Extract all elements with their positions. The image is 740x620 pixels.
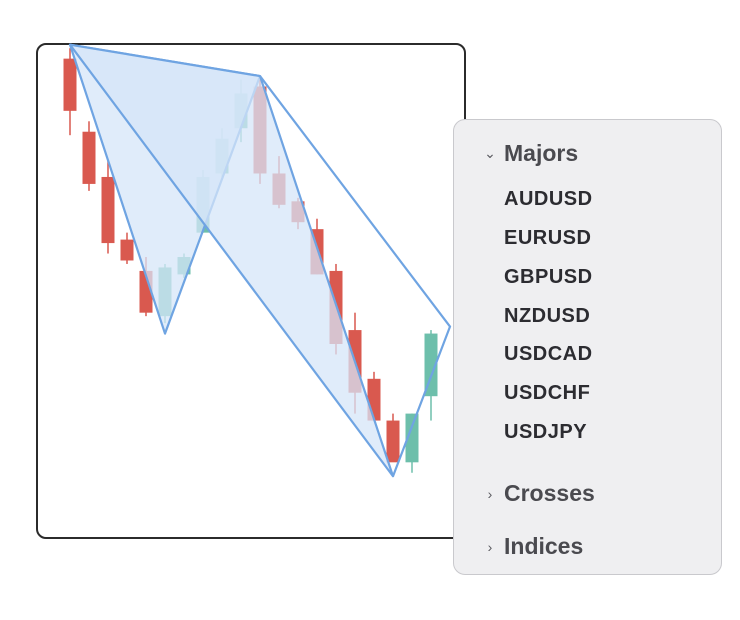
- group-majors[interactable]: ⌄ Majors: [482, 140, 578, 167]
- symbol-item[interactable]: GBPUSD: [504, 266, 593, 288]
- symbol-item[interactable]: EURUSD: [504, 227, 592, 249]
- candle-body: [101, 176, 115, 244]
- candle-body: [405, 413, 419, 463]
- pattern-leg: [259, 75, 452, 477]
- candle-body: [424, 333, 438, 397]
- chevron-right-icon: ›: [487, 538, 493, 555]
- pattern-triangle-right: [68, 43, 395, 478]
- group-indices[interactable]: › Indices: [482, 533, 584, 560]
- symbol-item[interactable]: NZDUSD: [504, 305, 591, 327]
- candle-body: [82, 131, 96, 184]
- candle-body: [63, 58, 77, 111]
- group-crosses-label: Crosses: [504, 480, 595, 506]
- group-indices-label: Indices: [504, 533, 584, 559]
- group-majors-label: Majors: [504, 140, 579, 166]
- group-crosses[interactable]: › Crosses: [482, 480, 595, 507]
- chevron-down-icon: ⌄: [484, 145, 496, 161]
- symbol-item[interactable]: AUDUSD: [504, 188, 593, 210]
- candle-body: [120, 239, 134, 261]
- candle-body: [386, 420, 400, 463]
- symbol-item[interactable]: USDJPY: [504, 421, 588, 443]
- chevron-right-icon: ›: [487, 485, 493, 502]
- symbol-item[interactable]: USDCHF: [504, 382, 591, 404]
- candlestick-chart: [63, 43, 452, 478]
- symbol-item[interactable]: USDCAD: [504, 343, 593, 365]
- symbol-list-panel: ⌄ Majors AUDUSD EURUSD GBPUSD NZDUSD USD…: [453, 119, 722, 575]
